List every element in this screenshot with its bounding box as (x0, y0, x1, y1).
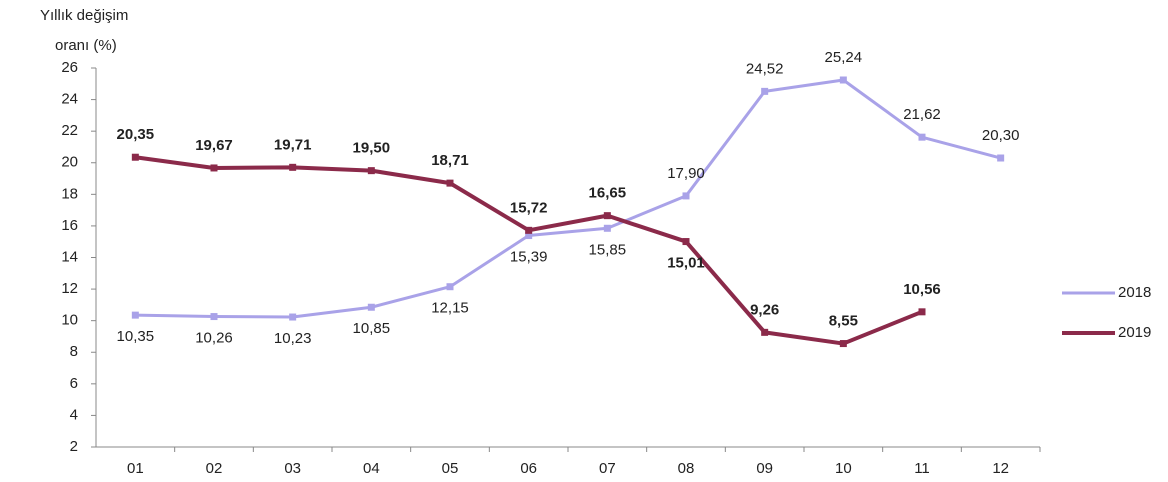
y-tick-label: 4 (70, 406, 78, 423)
data-label: 19,71 (274, 136, 312, 153)
data-label: 20,35 (117, 126, 155, 143)
point-marker (603, 212, 611, 220)
point-marker (525, 226, 533, 234)
y-tick-label: 10 (61, 312, 78, 329)
data-label: 15,72 (510, 199, 548, 216)
point-marker (761, 328, 769, 336)
y-axis-title: oranı (%) (55, 37, 117, 54)
point-marker (446, 179, 454, 187)
data-label: 10,85 (353, 320, 391, 337)
data-label: 10,56 (903, 281, 941, 298)
x-tick-label: 09 (756, 460, 773, 477)
data-label: 8,55 (829, 313, 858, 330)
data-label: 20,30 (982, 127, 1020, 144)
x-tick-label: 04 (363, 460, 380, 477)
data-label: 17,90 (667, 165, 705, 182)
y-tick-label: 8 (70, 343, 78, 360)
point-marker (839, 340, 847, 348)
data-label: 15,39 (510, 249, 548, 266)
data-label: 15,85 (589, 241, 627, 258)
data-label: 21,62 (903, 106, 941, 123)
point-marker (761, 87, 769, 95)
legend-label: 2019 (1118, 324, 1151, 341)
y-tick-label: 6 (70, 375, 78, 392)
data-label: 18,71 (431, 152, 469, 169)
series-line (135, 78, 1002, 319)
y-tick-label: 24 (61, 91, 78, 108)
data-label: 12,15 (431, 300, 469, 317)
point-marker (682, 192, 690, 200)
point-marker (367, 167, 375, 175)
point-marker (682, 238, 690, 246)
x-tick-label: 08 (678, 460, 695, 477)
point-marker (210, 313, 218, 321)
point-marker (603, 224, 611, 232)
y-tick-label: 14 (61, 248, 78, 265)
point-marker (918, 308, 926, 316)
x-tick-label: 12 (992, 460, 1009, 477)
x-tick-label: 07 (599, 460, 616, 477)
point-marker (839, 76, 847, 84)
y-tick-label: 16 (61, 217, 78, 234)
y-tick-label: 2 (70, 438, 78, 455)
x-tick-label: 11 (914, 460, 930, 477)
y-tick-label: 18 (61, 185, 78, 202)
point-marker (997, 154, 1005, 162)
y-tick-label: 22 (61, 122, 78, 139)
data-label: 24,52 (746, 60, 784, 77)
point-marker (210, 164, 218, 172)
data-label: 15,01 (667, 255, 705, 272)
point-marker (918, 133, 926, 141)
data-label: 10,35 (117, 328, 155, 345)
data-label: 16,65 (589, 185, 627, 202)
legend-label: 2018 (1118, 284, 1151, 301)
data-label: 25,24 (825, 49, 863, 66)
y-tick-label: 26 (61, 59, 78, 76)
data-label: 10,23 (274, 330, 312, 347)
x-tick-label: 03 (284, 460, 301, 477)
point-marker (289, 313, 297, 321)
y-tick-label: 20 (61, 154, 78, 171)
data-label: 19,67 (195, 137, 233, 154)
point-marker (525, 232, 533, 240)
point-marker (131, 153, 139, 161)
y-axis-title: Yıllık değişim (40, 7, 128, 24)
data-label: 9,26 (750, 301, 779, 318)
point-marker (289, 163, 297, 171)
x-tick-label: 06 (520, 460, 537, 477)
x-tick-label: 01 (127, 460, 144, 477)
x-tick-label: 10 (835, 460, 852, 477)
point-marker (446, 283, 454, 291)
x-tick-label: 02 (206, 460, 223, 477)
x-tick-label: 05 (442, 460, 459, 477)
data-label: 10,26 (195, 330, 233, 347)
point-marker (131, 311, 139, 319)
data-label: 19,50 (353, 140, 391, 157)
y-tick-label: 12 (61, 280, 78, 297)
point-marker (367, 303, 375, 311)
